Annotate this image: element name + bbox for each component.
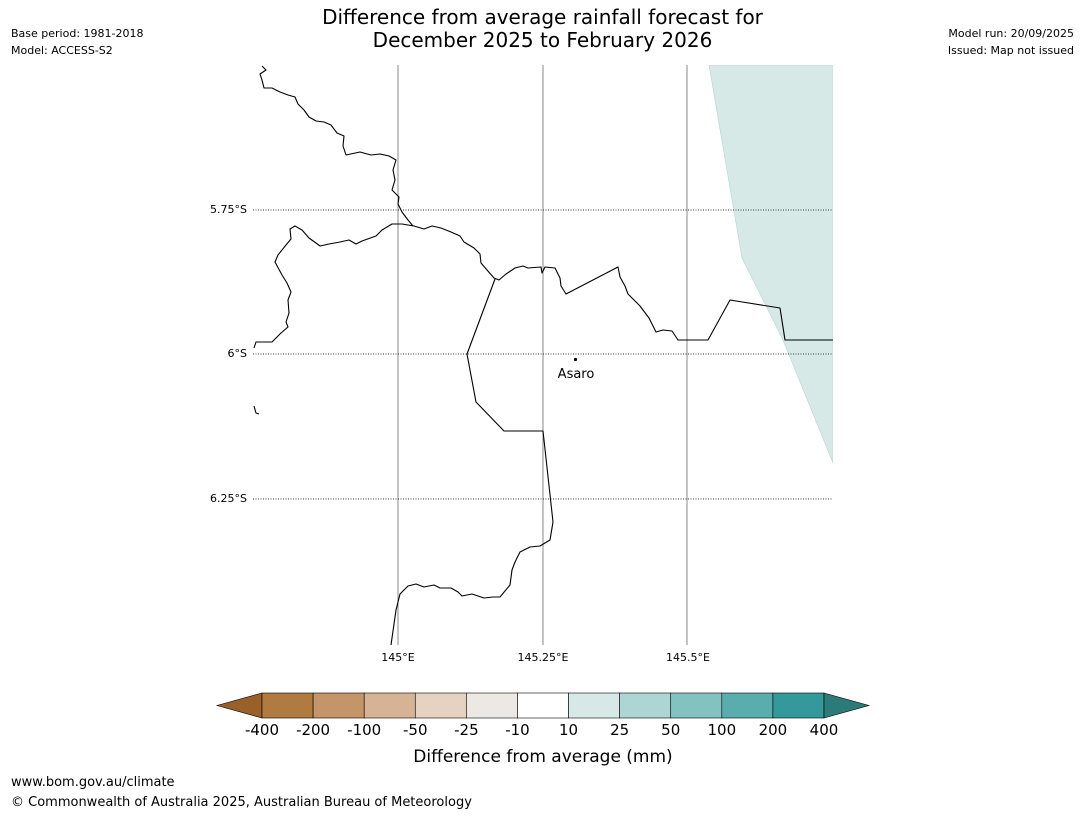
colorbar-box <box>619 692 672 719</box>
colorbar-box <box>568 692 620 719</box>
colorbar-box <box>517 692 569 719</box>
lon-label-145-25: 145.25°E <box>518 651 569 664</box>
model-name: Model: ACCESS-S2 <box>11 44 113 57</box>
colorbar-box <box>466 692 518 719</box>
model-run: Model run: 20/09/2025 <box>948 27 1074 40</box>
lat-label-5-75: 5.75°S <box>210 203 247 216</box>
colorbar-tick-label: 50 <box>661 721 680 739</box>
colorbar-tick-label: -100 <box>347 721 381 739</box>
colorbar-tick-label: 400 <box>810 721 839 739</box>
boundary-central <box>401 223 833 341</box>
colorbar-box <box>414 692 467 719</box>
boundary-west <box>253 223 402 349</box>
colorbar-box <box>670 692 723 719</box>
colorbar-tick-label: 25 <box>610 721 629 739</box>
colorbar-tick-label: -25 <box>454 721 479 739</box>
colorbar-tick-label: -400 <box>245 721 279 739</box>
boundary-fragment <box>253 405 260 415</box>
boundary-east-south <box>390 278 554 645</box>
boundary-north <box>259 65 414 227</box>
meta-left: Base period: 1981-2018 Model: ACCESS-S2 <box>11 25 143 59</box>
title-line-2: December 2025 to February 2026 <box>372 28 713 52</box>
colorbar-labels: -400 -200 -100 -50 -25 -10 10 25 50 100 200 400 <box>245 721 838 739</box>
forecast-region-10-25 <box>708 65 833 464</box>
boundaries <box>253 65 833 645</box>
footer-copyright: © Commonwealth of Australia 2025, Austra… <box>11 795 472 810</box>
asaro-label: Asaro <box>558 367 595 382</box>
colorbar-box <box>312 692 365 719</box>
colorbar-title: Difference from average (mm) <box>413 747 672 767</box>
lon-label-145-5: 145.5°E <box>666 651 710 664</box>
colorbar-tick-label: 10 <box>559 721 578 739</box>
colorbar-extend-high <box>823 692 871 719</box>
map-area <box>253 65 833 645</box>
colorbar-tick-label: 200 <box>759 721 788 739</box>
meta-right: Model run: 20/09/2025 Issued: Map not is… <box>948 25 1074 59</box>
lat-label-6-25: 6.25°S <box>210 492 247 505</box>
colorbar-tick-label: -50 <box>403 721 428 739</box>
colorbar-tick-label: -200 <box>296 721 330 739</box>
colorbar-box <box>261 692 314 719</box>
map-title: Difference from average rainfall forecas… <box>0 6 1085 52</box>
colorbar-box <box>363 692 416 719</box>
footer-url: www.bom.gov.au/climate <box>11 775 175 790</box>
lon-label-145: 145°E <box>381 651 414 664</box>
title-line-1: Difference from average rainfall forecas… <box>322 5 763 29</box>
colorbar-extend-low <box>215 692 263 719</box>
issued-status: Issued: Map not issued <box>947 44 1074 57</box>
base-period: Base period: 1981-2018 <box>11 27 144 40</box>
colorbar-box <box>721 692 774 719</box>
colorbar-box <box>772 692 825 719</box>
lat-label-6: 6°S <box>228 347 247 360</box>
colorbar-tick-label: -10 <box>505 721 530 739</box>
asaro-marker <box>573 357 578 362</box>
colorbar-tick-label: 100 <box>707 721 736 739</box>
colorbar <box>215 692 871 719</box>
